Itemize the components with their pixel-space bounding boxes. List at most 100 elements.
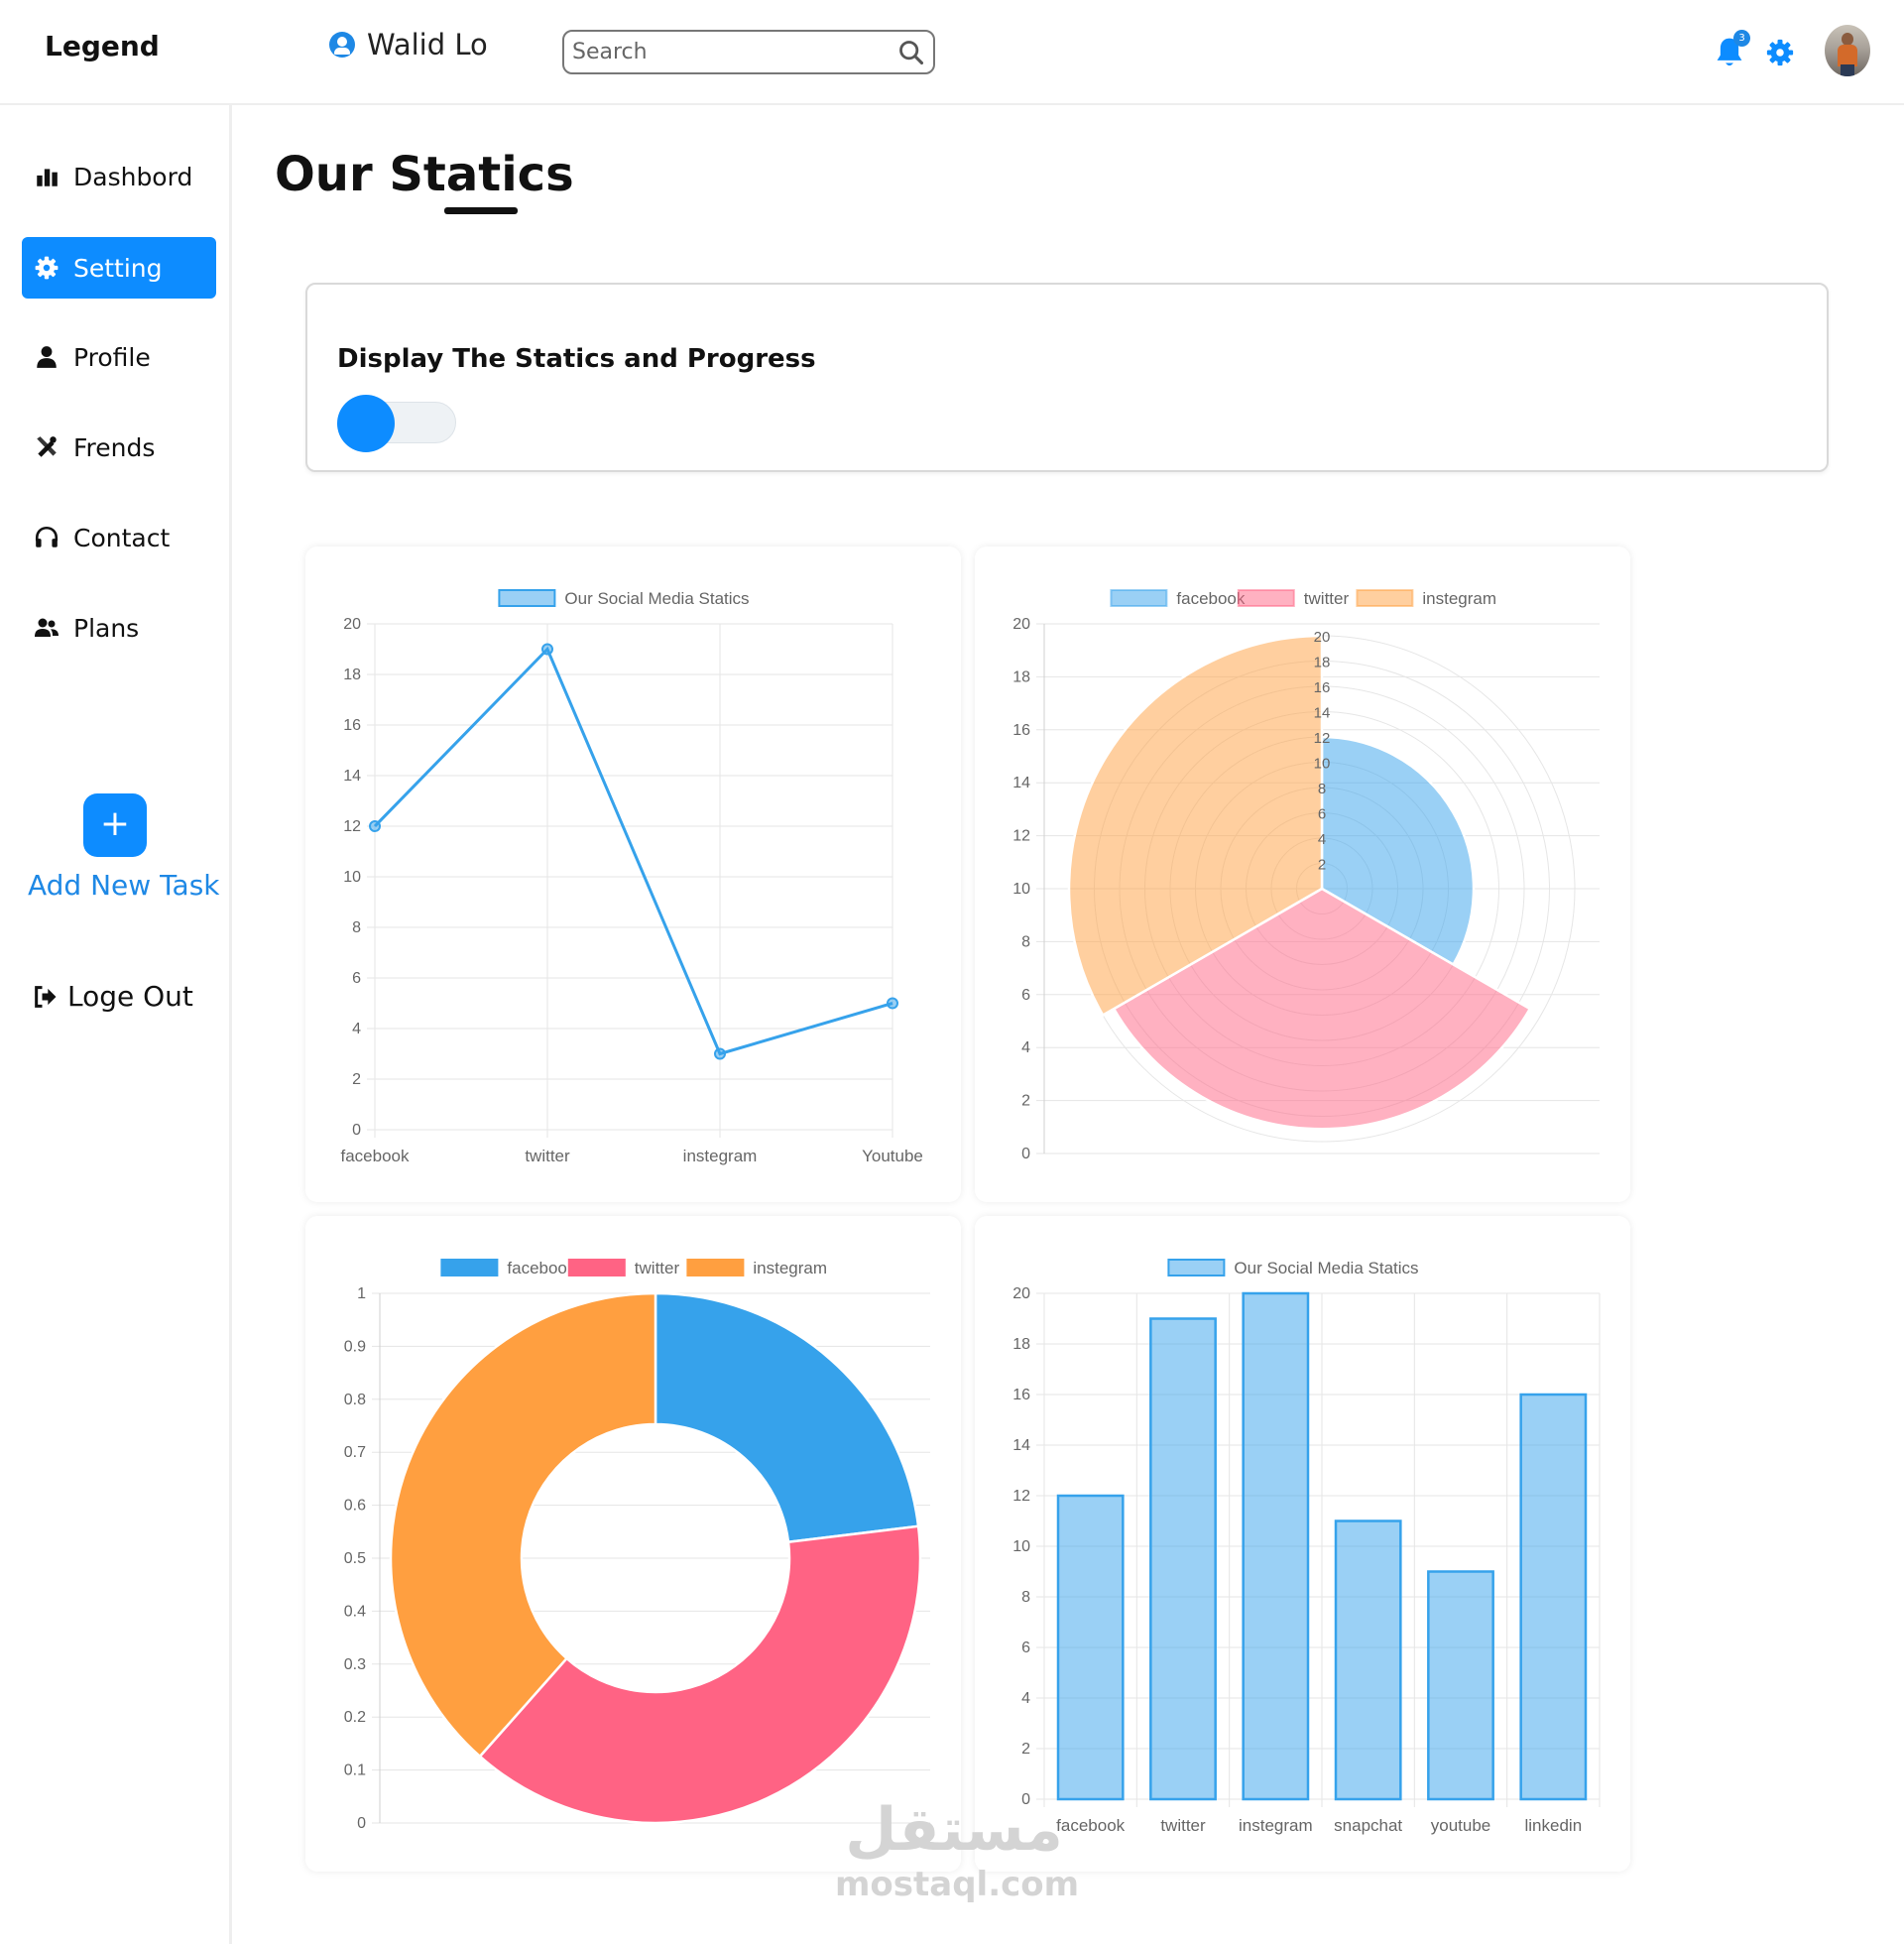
chart-svg: facebook twitter instegram 0 2 4 6 8 10 12 14 16 18 2… (1012, 589, 1600, 1162)
sidebar: Dashbord Setting Profile Frends (0, 105, 232, 1944)
radial-tick-label: 16 (1314, 679, 1331, 696)
brand-logo: Legend (45, 30, 160, 62)
x-tick-label: Youtube (862, 1147, 923, 1165)
logout-link[interactable]: Loge Out (32, 980, 193, 1013)
radial-tick-label: 20 (1314, 629, 1331, 646)
doughnut-segment (654, 1291, 920, 1544)
y-tick-label: 8 (1021, 933, 1030, 950)
add-task-label[interactable]: Add New Task (28, 869, 220, 902)
x-tick-label: facebook (341, 1147, 410, 1165)
sidebar-item-profile[interactable]: Profile (22, 326, 216, 388)
legend-swatch (1356, 589, 1414, 607)
y-tick-label: 16 (1012, 722, 1030, 739)
legend-label: Our Social Media Statics (564, 589, 749, 608)
y-tick-label: 0 (357, 1815, 366, 1832)
x-tick-label: twitter (525, 1147, 570, 1165)
y-tick-label: 20 (1012, 1285, 1030, 1302)
user-display[interactable]: Walid Lo (329, 28, 488, 61)
legend-label: instegram (1422, 589, 1496, 608)
sidebar-item-frends[interactable]: Frends (22, 417, 216, 478)
legend-label: facebook (1176, 589, 1245, 608)
sidebar-item-dashbord[interactable]: Dashbord (22, 146, 216, 207)
x-tick-label: twitter (1160, 1816, 1206, 1835)
legend-label: instegram (753, 1259, 827, 1277)
headset-icon (35, 526, 59, 547)
gear-icon[interactable] (1765, 38, 1795, 67)
legend-swatch (686, 1259, 745, 1276)
y-tick-label: 6 (1021, 987, 1030, 1004)
legend-swatch (1110, 589, 1168, 607)
doughnut-segment (389, 1291, 657, 1759)
chart-svg: facebook twitter instegram 0 0.1 0.2 0.3 0.4 0.5… (344, 1259, 930, 1832)
chart-svg: Our Social Media Statics 0 2 4 6 8 10 12 14 16 18 2… (341, 589, 923, 1165)
avatar-legs (1841, 64, 1854, 76)
avatar[interactable] (1825, 25, 1870, 76)
sidebar-item-label: Dashbord (73, 162, 193, 191)
y-tick-label: 8 (1021, 1589, 1030, 1606)
radial-tick-label: 8 (1318, 781, 1326, 797)
x-tick-label: youtube (1431, 1816, 1491, 1835)
y-tick-label: 14 (1012, 1437, 1030, 1454)
y-tick-label: 10 (1012, 1538, 1030, 1555)
user-icon (37, 346, 57, 368)
data-point (369, 820, 381, 832)
y-tick-label: 4 (352, 1021, 361, 1037)
y-tick-label: 0 (352, 1122, 361, 1139)
y-tick-label: 0.4 (344, 1603, 366, 1620)
users-icon (35, 618, 59, 637)
notification-badge: 3 (1733, 30, 1750, 47)
legend-swatch (440, 1259, 499, 1276)
radial-tick-label: 18 (1314, 655, 1331, 671)
y-tick-label: 8 (352, 919, 361, 936)
sidebar-item-setting[interactable]: Setting (22, 237, 216, 299)
y-tick-label: 12 (1012, 828, 1030, 845)
data-point (541, 643, 553, 656)
bar (1334, 1519, 1402, 1801)
toggle-knob[interactable] (337, 395, 395, 452)
sidebar-item-label: Frends (73, 432, 156, 462)
doughnut-chart-card: facebook twitter instegram 0 0.1 0.2 0.3 0.4 0.5… (305, 1216, 961, 1872)
sidebar-item-plans[interactable]: Plans (22, 597, 216, 659)
line-chart-card: Our Social Media Statics 0 2 4 6 8 10 12 14 16 18 2… (305, 547, 961, 1202)
statics-toggle-card: Display The Statics and Progress (305, 283, 1829, 472)
sidebar-item-contact[interactable]: Contact (22, 507, 216, 568)
avatar-body (1838, 45, 1857, 66)
polar-segment (1320, 735, 1476, 967)
user-name: Walid Lo (367, 28, 488, 61)
sidebar-item-label: Profile (73, 342, 151, 372)
bar (1427, 1570, 1494, 1801)
avatar-head (1842, 33, 1853, 46)
y-tick-label: 0.5 (344, 1550, 366, 1567)
watermark-logo: مستقل mostaql.com (835, 1795, 1079, 1904)
y-tick-label: 2 (352, 1071, 361, 1088)
chart-svg: Our Social Media Statics 0 2 4 6 8 10 12 14 16 18 2… (1012, 1259, 1601, 1835)
y-tick-label: 10 (1012, 881, 1030, 898)
series-line (373, 646, 893, 1056)
sidebar-item-label: Setting (73, 253, 163, 283)
search-box[interactable] (562, 30, 935, 74)
y-tick-label: 14 (343, 768, 361, 785)
legend-label: twitter (1304, 589, 1350, 608)
sidebar-item-label: Contact (73, 523, 171, 552)
radial-tick-label: 4 (1318, 831, 1326, 848)
bar (1519, 1393, 1588, 1801)
y-tick-label: 6 (352, 970, 361, 987)
legend-label: twitter (635, 1259, 680, 1277)
search-icon[interactable] (897, 39, 925, 66)
bar-chart-card: Our Social Media Statics 0 2 4 6 8 10 12 14 16 18 2… (975, 1216, 1630, 1872)
x-tick-label: linkedin (1525, 1816, 1583, 1835)
y-tick-label: 12 (1012, 1488, 1030, 1505)
legend-swatch (498, 589, 556, 607)
top-header: Legend Walid Lo 3 (0, 0, 1904, 105)
doughnut-segment (478, 1524, 922, 1825)
x-tick-label: facebook (1056, 1816, 1125, 1835)
add-task-button[interactable]: + (83, 793, 147, 857)
search-input[interactable] (572, 40, 897, 64)
legend-swatch (1237, 589, 1295, 607)
radial-tick-label: 14 (1314, 705, 1331, 722)
y-tick-label: 10 (343, 869, 361, 886)
y-tick-label: 0 (1021, 1146, 1030, 1162)
y-tick-label: 0.2 (344, 1709, 366, 1726)
logout-label: Loge Out (67, 980, 193, 1013)
y-tick-label: 14 (1012, 775, 1030, 791)
